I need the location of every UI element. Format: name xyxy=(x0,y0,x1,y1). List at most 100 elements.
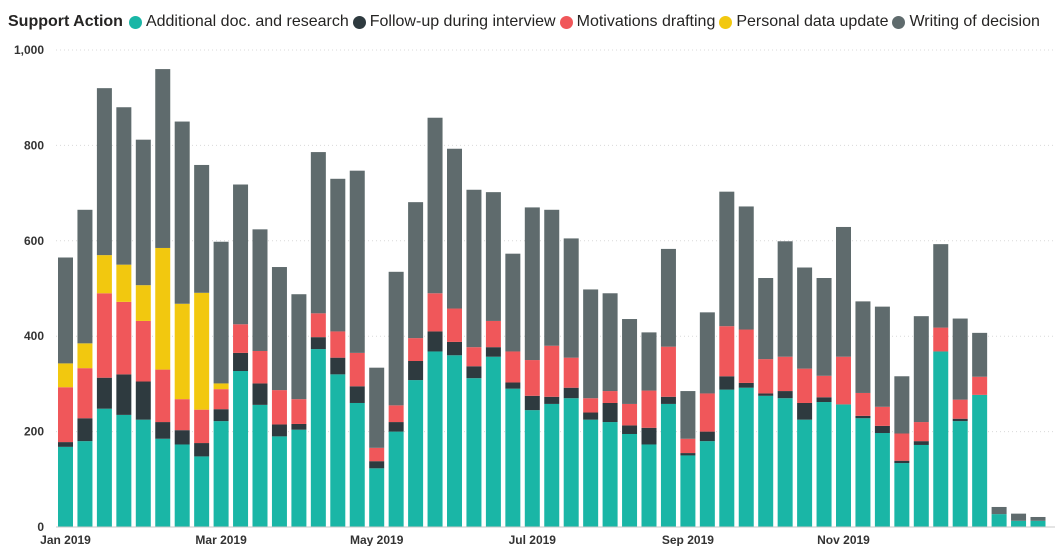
bar-segment[interactable] xyxy=(544,345,560,397)
bar-segment[interactable] xyxy=(524,395,540,411)
bar-segment[interactable] xyxy=(972,332,988,377)
bar-segment[interactable] xyxy=(719,376,735,390)
bar-segment[interactable] xyxy=(155,69,171,248)
bar-segment[interactable] xyxy=(271,267,287,391)
bar-segment[interactable] xyxy=(855,301,871,393)
bar-segment[interactable] xyxy=(836,226,851,357)
bar-segment[interactable] xyxy=(427,117,443,294)
bar-segment[interactable] xyxy=(330,178,346,332)
bar-segment[interactable] xyxy=(96,88,112,256)
bar-segment[interactable] xyxy=(602,402,618,423)
bar-segment[interactable] xyxy=(622,433,638,527)
bar-segment[interactable] xyxy=(427,293,443,332)
bar-segment[interactable] xyxy=(310,349,326,527)
bar-segment[interactable] xyxy=(252,229,268,351)
bar-segment[interactable] xyxy=(797,368,813,403)
bar-segment[interactable] xyxy=(641,444,657,527)
bar-segment[interactable] xyxy=(58,387,73,443)
bar-segment[interactable] xyxy=(952,418,968,422)
bar-segment[interactable] xyxy=(174,430,190,445)
bar-segment[interactable] xyxy=(505,351,521,383)
bar-segment[interactable] xyxy=(291,399,307,424)
bar-segment[interactable] xyxy=(485,356,501,527)
bar-segment[interactable] xyxy=(116,414,132,527)
bar-segment[interactable] xyxy=(816,402,832,527)
bar-segment[interactable] xyxy=(77,441,93,527)
bar-segment[interactable] xyxy=(174,121,190,304)
bar-segment[interactable] xyxy=(466,378,482,527)
bar-segment[interactable] xyxy=(194,292,210,410)
bar-segment[interactable] xyxy=(427,331,443,352)
bar-segment[interactable] xyxy=(388,271,404,406)
bar-segment[interactable] xyxy=(894,433,910,461)
bar-segment[interactable] xyxy=(174,303,190,400)
bar-segment[interactable] xyxy=(699,431,715,442)
bar-segment[interactable] xyxy=(349,402,365,527)
bar-segment[interactable] xyxy=(524,207,540,361)
legend-item[interactable]: Writing of decision xyxy=(892,13,1040,31)
bar-segment[interactable] xyxy=(116,374,132,415)
bar-segment[interactable] xyxy=(952,399,968,419)
bar-segment[interactable] xyxy=(485,192,501,321)
bar-segment[interactable] xyxy=(213,409,229,422)
bar-segment[interactable] xyxy=(135,139,151,286)
bar-segment[interactable] xyxy=(874,306,890,407)
bar-segment[interactable] xyxy=(738,382,754,388)
bar-segment[interactable] xyxy=(155,438,171,527)
bar-segment[interactable] xyxy=(330,374,346,527)
legend-item[interactable]: Additional doc. and research xyxy=(128,13,349,31)
bar-segment[interactable] xyxy=(58,257,73,364)
bar-segment[interactable] xyxy=(369,447,385,462)
bar-segment[interactable] xyxy=(758,359,774,394)
bar-segment[interactable] xyxy=(991,514,1007,527)
bar-segment[interactable] xyxy=(699,393,715,432)
bar-segment[interactable] xyxy=(680,438,696,454)
bar-segment[interactable] xyxy=(155,369,171,423)
bar-segment[interactable] xyxy=(77,418,93,442)
bar-segment[interactable] xyxy=(777,241,793,357)
bar-segment[interactable] xyxy=(194,443,210,457)
bar-segment[interactable] xyxy=(797,267,813,369)
bar-segment[interactable] xyxy=(894,376,910,434)
bar-segment[interactable] xyxy=(77,343,93,369)
bar-segment[interactable] xyxy=(699,312,715,394)
bar-segment[interactable] xyxy=(58,363,73,388)
bar-segment[interactable] xyxy=(680,453,696,456)
bar-segment[interactable] xyxy=(855,392,871,416)
bar-segment[interactable] xyxy=(233,324,249,353)
legend-item[interactable]: Personal data update xyxy=(719,13,888,31)
bar-segment[interactable] xyxy=(797,419,813,527)
bar-segment[interactable] xyxy=(719,326,735,377)
bar-segment[interactable] xyxy=(563,357,579,388)
bar-segment[interactable] xyxy=(544,403,560,527)
bar-segment[interactable] xyxy=(58,446,73,527)
bar-segment[interactable] xyxy=(816,278,832,376)
bar-segment[interactable] xyxy=(349,170,365,353)
bar-segment[interactable] xyxy=(699,441,715,527)
bar-segment[interactable] xyxy=(563,387,579,399)
bar-segment[interactable] xyxy=(271,424,287,437)
bar-segment[interactable] xyxy=(544,209,560,346)
bar-segment[interactable] xyxy=(913,316,929,423)
legend-item[interactable]: Motivations drafting xyxy=(559,13,715,31)
bar-segment[interactable] xyxy=(271,436,287,527)
bar-segment[interactable] xyxy=(96,377,112,409)
bar-segment[interactable] xyxy=(758,395,774,527)
bar-segment[interactable] xyxy=(777,391,793,399)
bar-segment[interactable] xyxy=(719,389,735,527)
bar-segment[interactable] xyxy=(602,293,618,392)
bar-segment[interactable] xyxy=(641,390,657,428)
bar-segment[interactable] xyxy=(1030,516,1046,521)
bar-segment[interactable] xyxy=(485,320,501,348)
bar-segment[interactable] xyxy=(758,393,774,396)
bar-segment[interactable] xyxy=(155,247,171,370)
bar-segment[interactable] xyxy=(310,337,326,350)
bar-segment[interactable] xyxy=(563,398,579,527)
bar-segment[interactable] xyxy=(563,238,579,358)
bar-segment[interactable] xyxy=(641,332,657,391)
bar-segment[interactable] xyxy=(213,389,229,410)
bar-segment[interactable] xyxy=(233,371,249,527)
bar-segment[interactable] xyxy=(116,107,132,265)
bar-segment[interactable] xyxy=(116,264,132,302)
bar-segment[interactable] xyxy=(388,431,404,527)
